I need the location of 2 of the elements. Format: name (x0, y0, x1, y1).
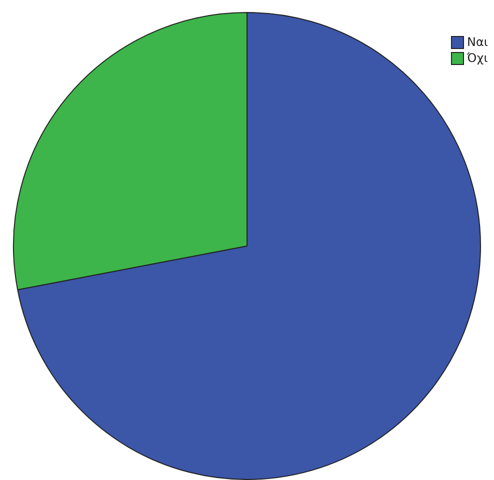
legend-label: Ναι (467, 34, 488, 50)
legend-label: Όχι (467, 50, 488, 66)
